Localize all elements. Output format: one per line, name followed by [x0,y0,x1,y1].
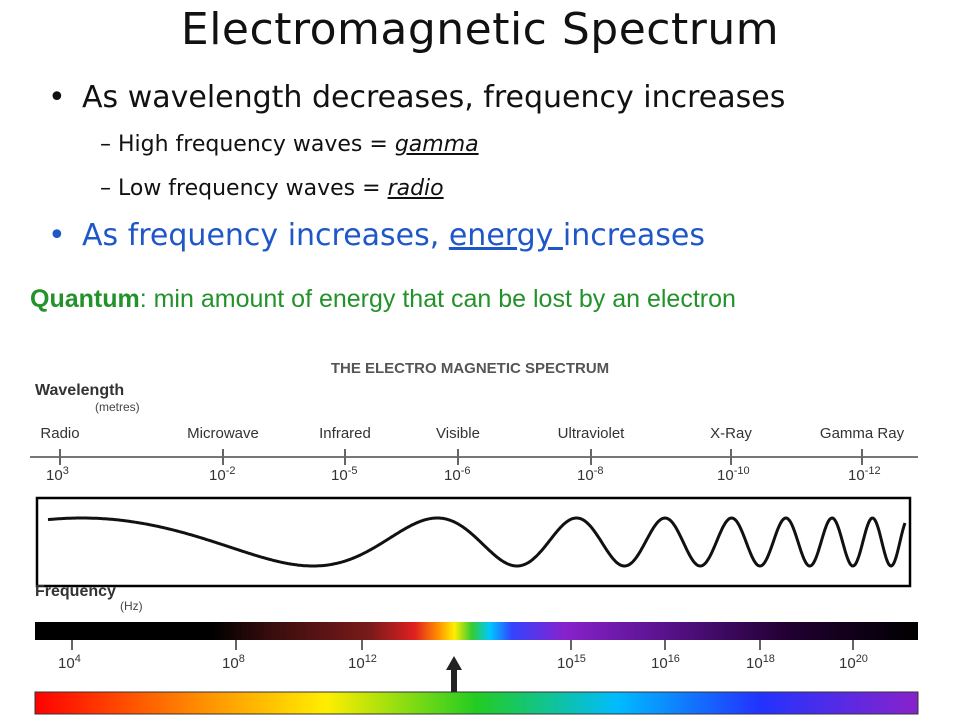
wave-line [47,516,907,568]
visible-arrow-icon [446,656,462,692]
frequency-tick-label: 1012 [348,653,377,672]
frequency-tick-label: 1018 [746,653,775,672]
bullet2-prefix: As frequency increases, [82,218,449,253]
band-label-visible: Visible [436,425,480,442]
frequency-unit: (Hz) [120,599,143,613]
frequency-tick-label: 108 [222,653,245,672]
bullet-wavelength: • As wavelength decreases, frequency incr… [48,80,785,115]
sub1-prefix: – High frequency waves = [100,132,395,157]
wave-box [35,496,912,588]
bullet2-suffix: increases [562,218,705,253]
wavelength-label: Wavelength [35,382,124,399]
sub-bullet-high-frequency: – High frequency waves = gamma [100,132,479,157]
band-label-ultraviolet: Ultraviolet [558,425,626,442]
spectrum-title: THE ELECTRO MAGNETIC SPECTRUM [331,360,609,377]
wavelength-ticks: 103 10-2 10-5 10-6 10-8 10-10 10-12 [46,449,881,484]
bullet-energy: • As frequency increases, energy increase… [48,218,705,253]
wavelength-tick-label: 10-5 [331,465,357,484]
frequency-tick-label: 1016 [651,653,680,672]
wavelength-tick-label: 10-8 [577,465,603,484]
frequency-tick-label: 1020 [839,653,868,672]
frequency-tick-label: 104 [58,653,81,672]
band-label-x-ray: X-Ray [710,425,752,442]
em-spectrum-diagram: THE ELECTRO MAGNETIC SPECTRUM Wavelength… [30,360,919,715]
frequency-label: Frequency [35,583,116,600]
frequency-color-bar [35,622,918,640]
band-label-infrared: Infrared [319,425,371,442]
quantum-definition: Quantum: min amount of energy that can b… [30,280,950,318]
bullet-dot: • [48,80,66,115]
wavelength-tick-label: 10-2 [209,465,235,484]
wavelength-tick-label: 10-12 [848,465,881,484]
wavelength-tick-label: 10-10 [717,465,750,484]
frequency-tick-label: 1015 [557,653,586,672]
wavelength-unit: (metres) [95,400,140,414]
sub2-prefix: – Low frequency waves = [100,176,388,201]
quantum-term: Quantum [30,285,140,313]
bullet-wavelength-text: As wavelength decreases, frequency incre… [82,80,786,115]
sub2-term: radio [387,176,444,201]
band-label-gamma-ray: Gamma Ray [820,425,905,442]
bullet-dot: • [48,218,66,253]
quantum-text: : min amount of energy that can be lost … [139,285,736,313]
sub1-term: gamma [394,132,479,157]
bullet2-term: energy [448,218,563,253]
frequency-ticks: 104 108 1012 1015 1016 1018 1020 [58,640,868,672]
band-label-radio: Radio [40,425,79,442]
band-label-microwave: Microwave [187,425,259,442]
slide-title: Electromagnetic Spectrum [180,4,780,55]
sub-bullet-low-frequency: – Low frequency waves = radio [100,176,444,201]
wavelength-tick-label: 103 [46,465,69,484]
band-labels: Radio Microwave Infrared Visible Ultraviolet… [40,425,904,442]
wavelength-tick-label: 10-6 [444,465,470,484]
visible-rainbow-bar [34,691,919,715]
